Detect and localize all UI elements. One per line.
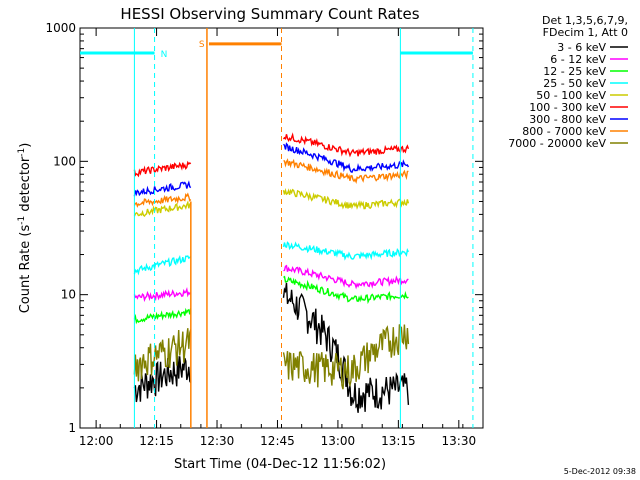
chart-title: HESSI Observing Summary Count Rates <box>120 5 419 23</box>
legend-label-6: 300 - 800 keV <box>529 113 606 126</box>
legend-label-2: 12 - 25 keV <box>543 65 606 78</box>
series-7-segment-1 <box>283 158 409 184</box>
x-tick-label-3: 12:45 <box>260 434 295 448</box>
legend-label-3: 25 - 50 keV <box>543 77 606 90</box>
y-tick-label-3: 1000 <box>45 21 76 35</box>
y-tick-label-2: 100 <box>53 154 76 168</box>
x-tick-label-5: 13:15 <box>381 434 416 448</box>
series-8-segment-0 <box>133 328 192 382</box>
saa-marker-label: N <box>161 50 168 60</box>
legend-label-4: 50 - 100 keV <box>536 89 606 102</box>
y-axis-label: Count Rate (s-1 detector-1) <box>17 143 33 314</box>
legend-header-1: FDecim 1, Att 0 <box>543 26 628 39</box>
series-3-segment-0 <box>133 255 192 276</box>
axis-ticks: 12:00 12:15 12:30 12:45 13:00 13:15 13:30 1 10 10… <box>45 21 484 448</box>
date-stamp: 5-Dec-2012 09:38 <box>564 467 636 476</box>
series-3-segment-1 <box>282 241 410 261</box>
series-2-segment-1 <box>283 275 409 305</box>
series-8-segment-1 <box>282 324 410 390</box>
x-axis-label: Start Time (04-Dec-12 11:56:02) <box>174 457 386 472</box>
series-6 <box>133 142 410 197</box>
legend-label-0: 3 - 6 keV <box>557 41 606 54</box>
legend-header-0: Det 1,3,5,6,7,9, <box>542 14 628 27</box>
series-3 <box>133 241 410 276</box>
series-1-segment-0 <box>133 286 192 303</box>
legend-label-7: 800 - 7000 keV <box>522 125 606 138</box>
legend: Det 1,3,5,6,7,9,FDecim 1, Att 0 3 - 6 keV… <box>508 14 628 150</box>
series-4-segment-0 <box>133 200 192 217</box>
y-tick-label-0: 1 <box>68 421 76 435</box>
x-tick-label-6: 13:30 <box>442 434 477 448</box>
series-0-segment-0 <box>133 355 192 403</box>
series-layer <box>133 132 410 413</box>
series-0-segment-1 <box>282 282 410 413</box>
series-7 <box>133 158 409 208</box>
markers-layer: NS <box>80 28 474 428</box>
series-0 <box>133 282 410 413</box>
series-6-segment-0 <box>133 180 192 197</box>
series-7-segment-0 <box>133 192 192 208</box>
series-4-segment-1 <box>282 187 410 210</box>
series-1-segment-1 <box>283 264 409 290</box>
series-8 <box>133 324 410 390</box>
x-tick-label-1: 12:15 <box>139 434 174 448</box>
legend-label-8: 7000 - 20000 keV <box>508 137 606 150</box>
y-tick-label-1: 10 <box>61 288 76 302</box>
series-4 <box>133 187 410 217</box>
legend-label-1: 6 - 12 keV <box>550 53 606 66</box>
x-tick-label-4: 13:00 <box>321 434 356 448</box>
series-6-segment-1 <box>283 142 410 174</box>
legend-label-5: 100 - 300 keV <box>529 101 606 114</box>
series-2 <box>133 275 409 325</box>
x-tick-label-0: 12:00 <box>79 434 114 448</box>
series-5-segment-0 <box>133 160 192 178</box>
series-5-segment-1 <box>282 132 410 158</box>
x-tick-label-2: 12:30 <box>200 434 235 448</box>
series-1 <box>133 264 409 303</box>
series-5 <box>133 132 410 178</box>
series-2-segment-0 <box>133 307 192 325</box>
slew-marker-label: S <box>199 40 205 50</box>
